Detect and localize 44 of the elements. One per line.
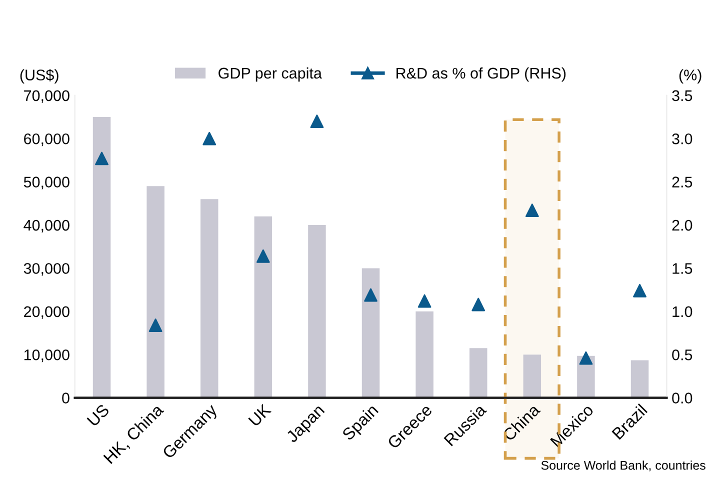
legend-label: R&D as % of GDP (RHS) <box>396 67 566 82</box>
point <box>310 114 324 128</box>
bar <box>362 268 380 398</box>
y2-tick-label: 3.0 <box>672 133 692 144</box>
y2-tick-label: 2.5 <box>672 176 692 188</box>
legend-label: GDP per capita <box>218 67 322 82</box>
bar <box>523 354 542 398</box>
y-tick-label: 60,000 <box>24 133 70 146</box>
point <box>364 288 378 302</box>
bar <box>469 348 488 398</box>
point <box>418 294 432 308</box>
y2-tick-label: 0.0 <box>672 392 692 404</box>
bar <box>254 216 272 398</box>
y-tick-label: 50,000 <box>24 176 70 190</box>
y2-tick-label: 0.5 <box>672 349 692 360</box>
y2-tick-label: 1.0 <box>672 306 692 318</box>
point <box>579 351 593 365</box>
y-tick-label: 0 <box>62 392 70 404</box>
y2-axis-title: (%) <box>679 69 702 84</box>
y-tick-label: 20,000 <box>24 306 70 319</box>
y2-tick-label: 1.5 <box>672 263 692 274</box>
bar <box>200 199 218 398</box>
bar <box>92 117 111 398</box>
bar <box>308 225 326 398</box>
y2-tick-label: 3.5 <box>672 90 692 102</box>
y2-tick-label: 2.0 <box>672 220 692 231</box>
point <box>525 204 539 218</box>
point <box>148 318 162 332</box>
x-tick-label: UK <box>248 403 272 427</box>
x-tick-label: US <box>86 404 110 427</box>
bar <box>630 360 649 398</box>
point <box>95 152 108 166</box>
y-tick-label: 70,000 <box>24 90 70 103</box>
point <box>202 132 216 146</box>
point <box>256 249 270 263</box>
point <box>633 284 646 298</box>
point <box>472 298 486 312</box>
bar <box>416 311 434 398</box>
bar <box>146 186 164 398</box>
source-note: Source World Bank, countries <box>541 460 706 472</box>
y-axis-title: (US$) <box>20 68 58 84</box>
y-tick-label: 30,000 <box>24 263 70 276</box>
y-tick-label: 10,000 <box>24 349 70 362</box>
y-tick-label: 40,000 <box>24 220 70 232</box>
